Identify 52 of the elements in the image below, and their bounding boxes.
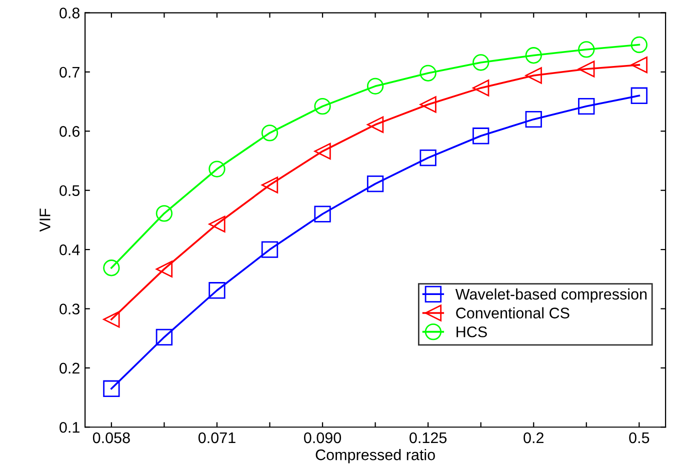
point <box>261 241 278 258</box>
x-tick-label: 0.2 <box>524 432 544 444</box>
point <box>314 142 331 160</box>
y-tick-label: 0.1 <box>60 422 80 433</box>
y-tick-label: 0.3 <box>60 304 80 314</box>
point <box>630 56 648 74</box>
point <box>630 87 648 104</box>
y-tick-label: 0.5 <box>60 185 80 196</box>
point <box>261 124 278 142</box>
point <box>420 149 436 166</box>
y-tick-label: 0.6 <box>60 126 80 137</box>
point <box>525 110 542 128</box>
x-axis-title: Compressed ratio <box>316 449 435 464</box>
point <box>578 60 595 78</box>
point <box>103 380 120 397</box>
point <box>366 116 384 133</box>
point <box>525 47 542 64</box>
y-tick-label: 0.8 <box>60 8 80 18</box>
point <box>156 260 173 278</box>
point <box>156 328 173 346</box>
legend-label: Wavelet-based compression <box>455 288 647 303</box>
point <box>420 96 436 113</box>
x-tick-label: 0.090 <box>304 432 342 444</box>
point <box>472 54 490 71</box>
point <box>314 98 331 115</box>
point <box>208 216 226 232</box>
point <box>103 311 120 328</box>
x-tick-label: 0.058 <box>92 432 130 444</box>
point <box>578 41 595 58</box>
x-tick-label: 0.125 <box>410 432 447 444</box>
point <box>578 98 595 115</box>
y-axis-title: VIF <box>40 208 50 232</box>
point <box>366 176 384 192</box>
point <box>472 128 490 144</box>
point <box>314 206 331 222</box>
point <box>261 176 278 194</box>
legend-label: Conventional CS <box>456 307 570 318</box>
legend-label: HCS <box>456 326 487 338</box>
point <box>366 78 384 95</box>
point <box>156 205 173 222</box>
point <box>630 36 648 54</box>
point <box>420 64 436 82</box>
point <box>525 67 542 84</box>
y-tick-label: 0.4 <box>60 244 80 256</box>
y-tick-label: 0.2 <box>60 362 80 374</box>
point <box>208 160 226 178</box>
point <box>472 80 490 96</box>
point <box>208 282 226 299</box>
y-tick-label: 0.7 <box>60 66 80 78</box>
x-tick-label: 0.5 <box>629 432 650 444</box>
x-tick-label: 0.071 <box>198 432 236 444</box>
point <box>103 260 120 276</box>
